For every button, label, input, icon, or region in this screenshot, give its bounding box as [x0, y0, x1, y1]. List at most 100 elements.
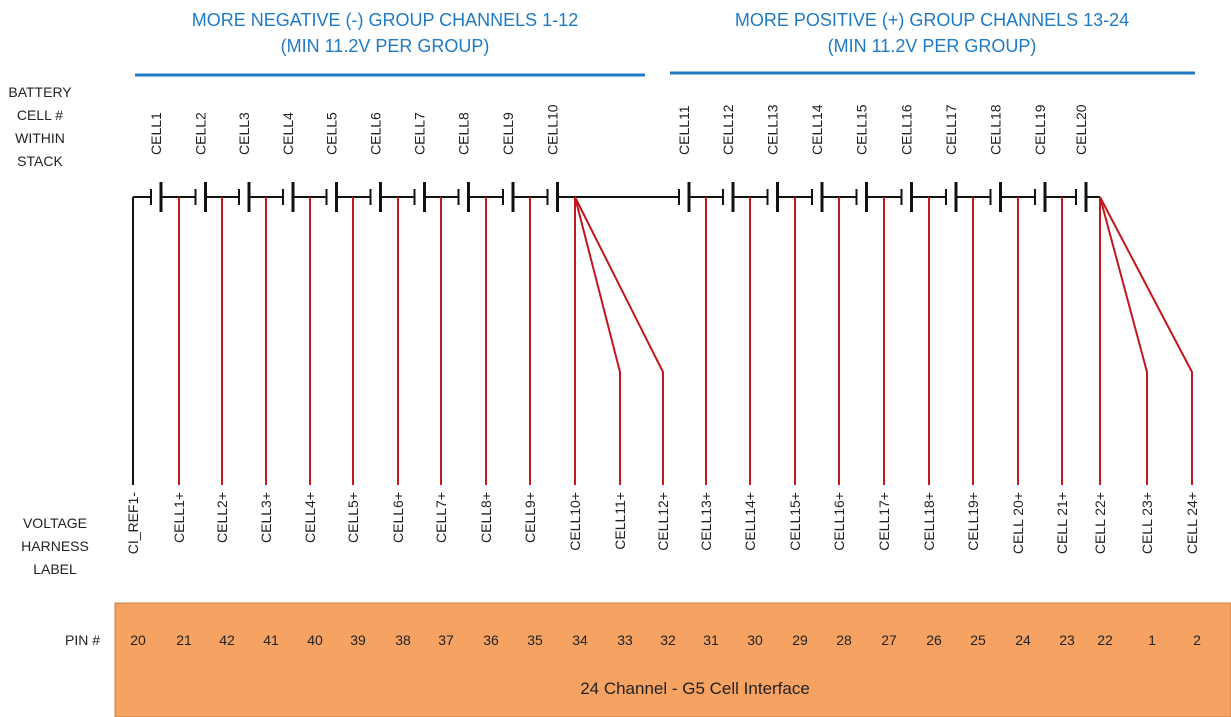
cell-label: CELL15 [854, 104, 870, 155]
cell-label: CELL19 [1032, 104, 1048, 155]
harness-label: CELL3+ [258, 492, 274, 543]
cell-gap [901, 194, 912, 200]
pin-number: 40 [307, 632, 323, 648]
harness-wire [1099, 196, 1193, 485]
cell-label: CELL11 [676, 105, 692, 155]
harness-label: CELL2+ [214, 492, 230, 543]
harness-label: CELL7+ [433, 492, 449, 543]
group-title: MORE POSITIVE (+) GROUP CHANNELS 13-24 [735, 10, 1129, 30]
cell-label: CELL9 [500, 112, 516, 155]
cell-gap [1076, 194, 1086, 200]
pin-number: 23 [1059, 632, 1075, 648]
harness-label: CELL11+ [612, 492, 628, 550]
cell-label: CELL12 [720, 104, 736, 155]
row-label: WITHIN [15, 130, 65, 146]
pin-number: 32 [660, 632, 676, 648]
harness-label: CELL9+ [522, 492, 538, 543]
interface-box [114, 602, 1231, 717]
pin-number: 25 [970, 632, 986, 648]
harness-label: CELL 23+ [1139, 492, 1155, 554]
cell-gap [679, 194, 689, 200]
pin-number: 29 [792, 632, 808, 648]
pin-number: 34 [572, 632, 588, 648]
harness-label: CELL 21+ [1054, 492, 1070, 554]
harness-label: CELL8+ [478, 492, 494, 543]
pin-number: 42 [219, 632, 235, 648]
harness-label: CELL16+ [831, 492, 847, 551]
pin-number: 41 [263, 632, 279, 648]
row-label: LABEL [33, 561, 77, 577]
row-label: STACK [17, 153, 63, 169]
harness-label: CELL6+ [390, 492, 406, 543]
pin-number: 37 [438, 632, 454, 648]
cell-label: CELL7 [412, 112, 428, 155]
cell-gap [1035, 194, 1045, 200]
pin-number: 31 [703, 632, 719, 648]
cell-gap [283, 194, 293, 200]
pin-number: 36 [483, 632, 499, 648]
pin-number: 28 [836, 632, 852, 648]
row-label: BATTERY [8, 84, 72, 100]
pin-number: 2 [1193, 632, 1201, 648]
cell-gap [946, 194, 956, 200]
cell-label: CELL16 [899, 104, 915, 155]
cell-gap [414, 194, 425, 200]
row-label: HARNESS [21, 538, 89, 554]
harness-label: CELL 22+ [1092, 492, 1108, 554]
cell-gap [151, 194, 161, 200]
cell-label: CELL4 [280, 112, 296, 155]
row-label: PIN # [65, 632, 100, 648]
cell-label: CELL8 [456, 112, 472, 155]
cell-gap [812, 194, 822, 200]
row-label: VOLTAGE [23, 515, 87, 531]
cell-gap [990, 194, 1001, 200]
harness-label: CELL 24+ [1184, 492, 1200, 554]
pin-number: 39 [350, 632, 366, 648]
pin-number: 30 [747, 632, 763, 648]
cell-gap [767, 194, 778, 200]
cell-label: CELL6 [368, 112, 384, 155]
pin-number: 24 [1015, 632, 1031, 648]
harness-wire [574, 196, 621, 485]
cell-gap [195, 194, 206, 200]
harness-label: CELL13+ [698, 492, 714, 551]
harness-label: CELL12+ [655, 492, 671, 551]
cell-gap [239, 194, 249, 200]
cell-label: CELL14 [809, 104, 825, 155]
group-subtitle: (MIN 11.2V PER GROUP) [281, 36, 490, 56]
cell-label: CELL10 [545, 104, 561, 155]
harness-label: CELL15+ [787, 492, 803, 551]
pin-number: 26 [926, 632, 942, 648]
cell-gap [856, 194, 867, 200]
pin-number: 1 [1148, 632, 1156, 648]
cell-gap [458, 194, 469, 200]
cell-label: CELL5 [324, 112, 340, 155]
harness-label: CI_REF1- [125, 492, 141, 555]
group-title: MORE NEGATIVE (-) GROUP CHANNELS 1-12 [192, 10, 578, 30]
cell-label: CELL13 [765, 104, 781, 155]
harness-wire [574, 196, 664, 485]
pin-number: 33 [617, 632, 633, 648]
harness-label: CELL 20+ [1010, 492, 1026, 554]
pin-number: 27 [881, 632, 897, 648]
pin-number: 35 [527, 632, 543, 648]
pin-number: 21 [176, 632, 192, 648]
cell-label: CELL18 [988, 104, 1004, 155]
harness-label: CELL18+ [921, 492, 937, 551]
harness-label: CELL19+ [965, 492, 981, 551]
cell-gap [370, 194, 381, 200]
harness-label: CELL17+ [876, 492, 892, 551]
group-subtitle: (MIN 11.2V PER GROUP) [828, 36, 1037, 56]
interface-label: 24 Channel - G5 Cell Interface [580, 679, 810, 698]
harness-label: CELL14+ [742, 492, 758, 551]
cell-gap [503, 194, 513, 200]
row-label: CELL # [17, 107, 63, 123]
pin-number: 22 [1097, 632, 1113, 648]
cell-label: CELL17 [943, 104, 959, 155]
harness-label: CELL5+ [345, 492, 361, 543]
pin-number: 20 [130, 632, 146, 648]
harness-label: CELL4+ [302, 492, 318, 543]
cell-label: CELL3 [236, 112, 252, 155]
cell-label: CELL2 [193, 112, 209, 155]
